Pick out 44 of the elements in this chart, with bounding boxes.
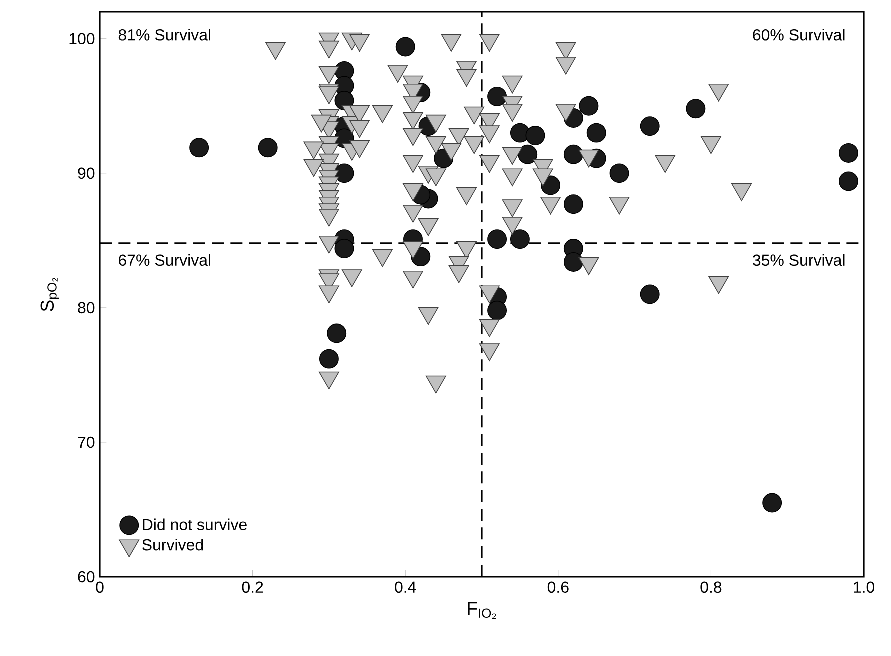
- point: [564, 194, 584, 214]
- point: [518, 144, 538, 164]
- point: [334, 239, 354, 258]
- annotation: 35% Survival: [753, 254, 845, 266]
- x-axis-title: F$_{IO₂}$: [468, 602, 496, 620]
- point: [564, 252, 584, 272]
- point: [488, 87, 508, 106]
- y-tick-label: 100: [70, 33, 95, 45]
- y-tick-label: 60: [78, 571, 95, 583]
- point: [610, 164, 630, 184]
- point: [488, 300, 508, 320]
- point: [839, 144, 858, 163]
- point: [640, 284, 660, 304]
- x-tick-label: 0.8: [700, 582, 722, 594]
- point: [396, 37, 416, 57]
- y-tick-label: 90: [78, 168, 95, 180]
- point: [640, 116, 660, 136]
- point: [258, 138, 278, 158]
- y-tick-label: 80: [78, 302, 95, 314]
- point: [319, 349, 339, 369]
- point: [762, 493, 782, 513]
- point: [564, 144, 584, 164]
- point: [334, 164, 354, 184]
- point: [839, 172, 858, 192]
- annotation: 60% Survival: [753, 29, 845, 41]
- x-tick-label: 1.0: [854, 582, 875, 594]
- annotation: 81% Survival: [118, 29, 210, 41]
- y-tick-label: 70: [78, 436, 95, 448]
- x-tick-label: 0: [96, 582, 104, 594]
- y-axis-title: S$_{pO₂}$: [40, 278, 60, 312]
- x-tick-label: 0.4: [395, 582, 416, 594]
- legend-label: Survived: [142, 538, 204, 551]
- point: [190, 138, 210, 158]
- x-tick-label: 0.6: [548, 582, 569, 594]
- annotation: 67% Survival: [119, 254, 210, 266]
- point: [488, 230, 508, 250]
- point: [510, 230, 530, 250]
- point: [579, 96, 599, 116]
- point: [526, 126, 546, 146]
- x-tick-label: 0.2: [242, 582, 264, 594]
- point: [586, 123, 606, 143]
- point: [327, 324, 347, 344]
- legend-label: Did not survive: [143, 518, 247, 530]
- point: [686, 99, 706, 119]
